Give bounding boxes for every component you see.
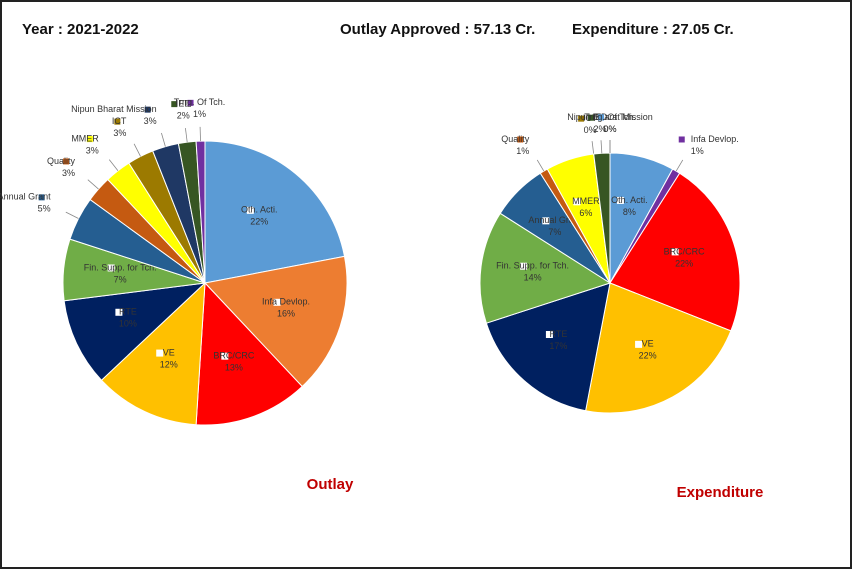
slice-label: Annual Grant — [0, 192, 51, 202]
slice-value: 3% — [62, 168, 75, 178]
slice-label: Quality — [47, 156, 76, 166]
label-marker — [156, 349, 164, 357]
slice-label: MMER — [71, 133, 99, 143]
slice-label: VE — [163, 347, 175, 357]
slice-value: 13% — [225, 363, 243, 373]
label-marker — [573, 198, 581, 206]
chart-title: Outlay — [307, 476, 354, 493]
slice-label: Oth. Acti. — [241, 205, 278, 215]
slice-label: Nipun Bharat Mission — [71, 104, 157, 114]
slice-value: 12% — [160, 359, 178, 369]
label-marker — [221, 352, 229, 360]
label-marker — [86, 136, 93, 143]
slice-value: 22% — [675, 258, 693, 268]
label-marker — [107, 264, 115, 272]
leader-line — [591, 141, 595, 155]
slice-value: 0% — [603, 124, 616, 134]
slice-value: 5% — [38, 204, 51, 214]
slice-value: 3% — [86, 145, 99, 155]
slice-value: 8% — [623, 207, 636, 217]
slice-label: ICT — [112, 116, 127, 126]
slice-label: Infa Devlop. — [262, 297, 310, 307]
label-marker — [678, 136, 685, 143]
slice-label: Oth. Acti. — [611, 195, 648, 205]
leader-line — [161, 132, 166, 147]
slice-value: 7% — [114, 274, 127, 284]
slice-value: 1% — [691, 146, 704, 156]
leader-line — [133, 143, 141, 157]
label-marker — [115, 308, 123, 316]
leader-line — [185, 127, 188, 143]
label-marker — [246, 206, 254, 214]
pie-slice — [585, 282, 732, 414]
label-marker — [114, 118, 121, 125]
leader-line — [600, 140, 603, 154]
pie-slice — [195, 281, 303, 426]
slice-label: RTE — [549, 329, 567, 339]
label-marker — [635, 340, 643, 348]
slice-value: 0% — [603, 124, 616, 134]
label-marker — [187, 99, 194, 106]
label-marker — [671, 248, 679, 256]
label-marker — [598, 114, 604, 121]
slice-value: 22% — [639, 351, 657, 361]
slice-value: 1% — [516, 146, 529, 156]
pie-slice — [479, 212, 612, 324]
slice-label: Trng. Of Tch. — [174, 97, 226, 107]
label-marker — [63, 158, 70, 165]
slice-value: 10% — [119, 319, 137, 329]
slice-label: Fin. Supp. for Tch. — [84, 262, 157, 272]
slice-value: 16% — [277, 309, 295, 319]
label-marker — [144, 106, 151, 113]
slice-value: 7% — [548, 227, 561, 237]
slice-value: 22% — [250, 217, 268, 227]
label-marker — [171, 101, 178, 108]
slice-label: BRC/CRC — [664, 246, 706, 256]
slice-label: Trng. Of Tch. — [584, 112, 636, 122]
label-marker — [588, 114, 595, 121]
label-marker — [273, 298, 281, 306]
leader-line — [65, 211, 79, 219]
leader-line — [87, 179, 99, 190]
label-marker — [578, 115, 585, 122]
slice-value: 0% — [584, 125, 597, 135]
year: Year : 2021-2022 — [22, 21, 139, 38]
slice-label: RTE — [119, 307, 137, 317]
chart-title: Expenditure — [677, 484, 764, 501]
slice-label: VE — [642, 339, 654, 349]
slice-value: 14% — [524, 273, 542, 283]
slice-value: 2% — [177, 111, 190, 121]
pie-slice — [485, 282, 611, 412]
label-marker — [616, 196, 624, 204]
slice-value: 3% — [113, 128, 126, 138]
slice-value: 6% — [579, 208, 592, 218]
pie-slice — [204, 255, 348, 388]
pie-slice — [204, 140, 346, 284]
pie-slice — [100, 281, 206, 426]
slice-value: 3% — [144, 116, 157, 126]
leader-line — [108, 159, 119, 172]
leader-line — [536, 159, 545, 172]
slice-value: 2% — [594, 124, 607, 134]
slice-label: Annual Grant — [528, 215, 582, 225]
pie-slice — [63, 282, 207, 381]
slice-label: Nipun Bharat Mission — [567, 112, 653, 122]
slice-label: Infa Devlop. — [691, 134, 739, 144]
slice-value: 17% — [549, 341, 567, 351]
label-marker — [542, 217, 550, 225]
leader-line — [675, 159, 684, 172]
label-marker — [520, 262, 528, 270]
slice-label: MMER — [572, 196, 600, 206]
label-marker — [38, 194, 45, 201]
outlay-total: Outlay Approved : 57.13 Cr. — [340, 21, 535, 38]
expenditure-total: Expenditure : 27.05 Cr. — [572, 21, 734, 38]
slice-value: 1% — [193, 109, 206, 119]
label-marker — [545, 331, 553, 339]
slice-label: BRC/CRC — [213, 351, 255, 361]
label-marker — [517, 136, 524, 143]
slice-label: Quality — [501, 134, 530, 144]
slice-label: IED — [176, 99, 192, 109]
slice-label: Fin. Supp. for Tch. — [496, 261, 569, 271]
